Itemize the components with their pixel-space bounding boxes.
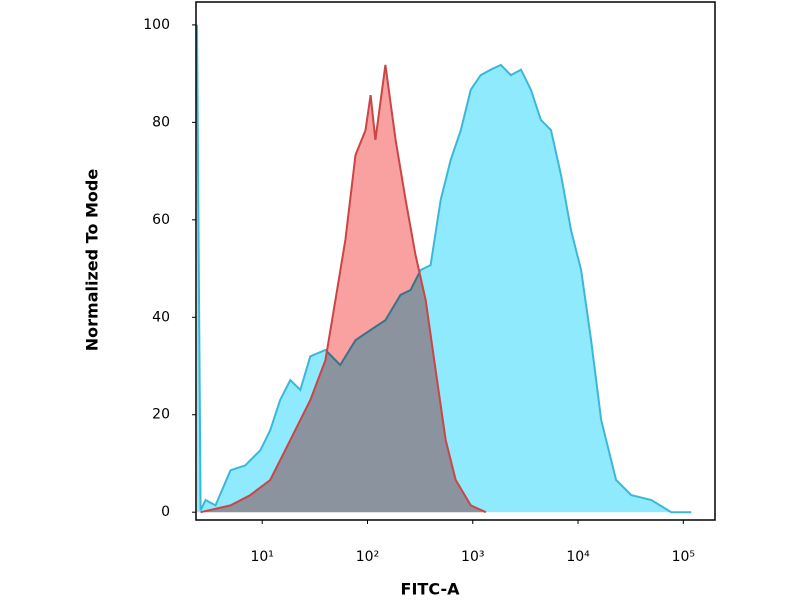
y-tick-label: 40 (152, 309, 170, 325)
plot-frame (195, 1, 716, 521)
x-tick-label: 10¹ (250, 549, 273, 565)
x-tick-label: 10⁴ (566, 549, 590, 565)
x-tick-label: 10³ (461, 549, 484, 565)
y-tick-label: 0 (161, 504, 170, 520)
y-axis-label: Normalized To Mode (83, 169, 102, 352)
area-outline (200, 64, 487, 514)
area-fill (200, 64, 486, 513)
area-outline (196, 24, 692, 514)
x-axis-label: FITC-A (401, 580, 461, 599)
y-tick-label: 60 (152, 212, 170, 228)
y-tick-label: 100 (143, 17, 170, 33)
x-tick-label: 10⁵ (672, 549, 695, 565)
y-tick-label: 20 (152, 407, 170, 423)
x-tick-label: 10² (356, 549, 379, 565)
y-tick-label: 80 (152, 114, 170, 130)
